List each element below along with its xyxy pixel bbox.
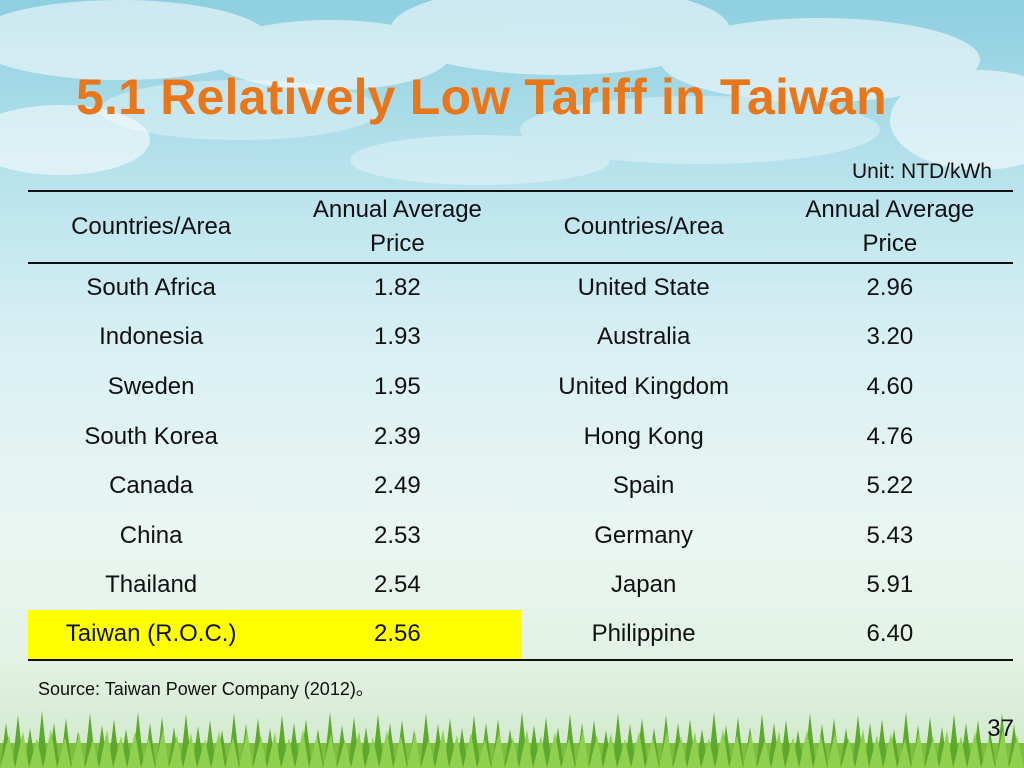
table-row: South Korea 2.39 Hong Kong 4.76: [28, 412, 1013, 462]
country-left: Thailand: [105, 571, 198, 599]
country-right: Spain: [612, 472, 675, 500]
table-row: South Africa 1.82 United State 2.96: [28, 263, 1013, 313]
country-left: China: [119, 521, 183, 549]
price-left: 1.93: [374, 323, 421, 351]
table-header-row: Countries/Area Annual Average Price Count…: [28, 191, 1013, 263]
price-right: 3.20: [866, 323, 914, 351]
price-right: 2.96: [866, 274, 914, 302]
country-left: Indonesia: [99, 323, 204, 351]
table-row: China 2.53 Germany 5.43: [28, 511, 1013, 561]
table-row: Indonesia 1.93 Australia 3.20: [28, 313, 1013, 363]
country-left: South Africa: [86, 274, 216, 302]
price-right: 6.40: [866, 620, 914, 648]
header-price-left: Annual Average Price: [312, 196, 482, 257]
grass-decoration: [0, 711, 1024, 768]
price-left: 1.82: [374, 274, 421, 302]
country-left-highlighted: Taiwan (R.O.C.): [28, 610, 275, 660]
price-left: 2.49: [374, 472, 421, 500]
slide-title: 5.1 Relatively Low Tariff in Taiwan: [76, 69, 887, 125]
price-left: 2.54: [374, 571, 421, 599]
price-right: 4.60: [866, 372, 914, 400]
table-row-highlighted: Taiwan (R.O.C.) 2.56 Philippine 6.40: [28, 610, 1013, 660]
table-row: Thailand 2.54 Japan 5.91: [28, 561, 1013, 611]
price-left: 2.53: [374, 521, 421, 549]
country-right: United State: [577, 274, 710, 302]
price-left: 1.95: [374, 372, 421, 400]
source-note: Source: Taiwan Power Company (2012)。: [38, 679, 374, 699]
country-right: Hong Kong: [583, 422, 704, 450]
tariff-table: Countries/Area Annual Average Price Count…: [28, 190, 1013, 661]
table-row: Sweden 1.95 United Kingdom 4.60: [28, 362, 1013, 412]
unit-label: Unit: NTD/kWh: [851, 160, 992, 183]
header-country-right: Countries/Area: [563, 213, 724, 240]
table-row: Canada 2.49 Spain 5.22: [28, 461, 1013, 511]
country-right: Japan: [610, 571, 677, 599]
page-number: 37: [987, 715, 1014, 742]
country-right: Philippine: [591, 620, 696, 648]
header-price-right: Annual Average Price: [805, 196, 975, 257]
country-left: Canada: [109, 472, 194, 500]
country-right: Australia: [596, 323, 691, 351]
price-left: 2.39: [374, 422, 421, 450]
price-right: 5.43: [866, 521, 914, 549]
country-left: Sweden: [107, 372, 195, 400]
country-right: United Kingdom: [558, 372, 729, 400]
header-country-left: Countries/Area: [71, 213, 232, 240]
country-right: Germany: [594, 521, 693, 549]
price-right: 5.91: [866, 571, 914, 599]
price-right: 4.76: [866, 422, 914, 450]
country-left: South Korea: [84, 422, 218, 450]
price-left-highlighted: 2.56: [274, 610, 521, 660]
price-right: 5.22: [866, 472, 914, 500]
